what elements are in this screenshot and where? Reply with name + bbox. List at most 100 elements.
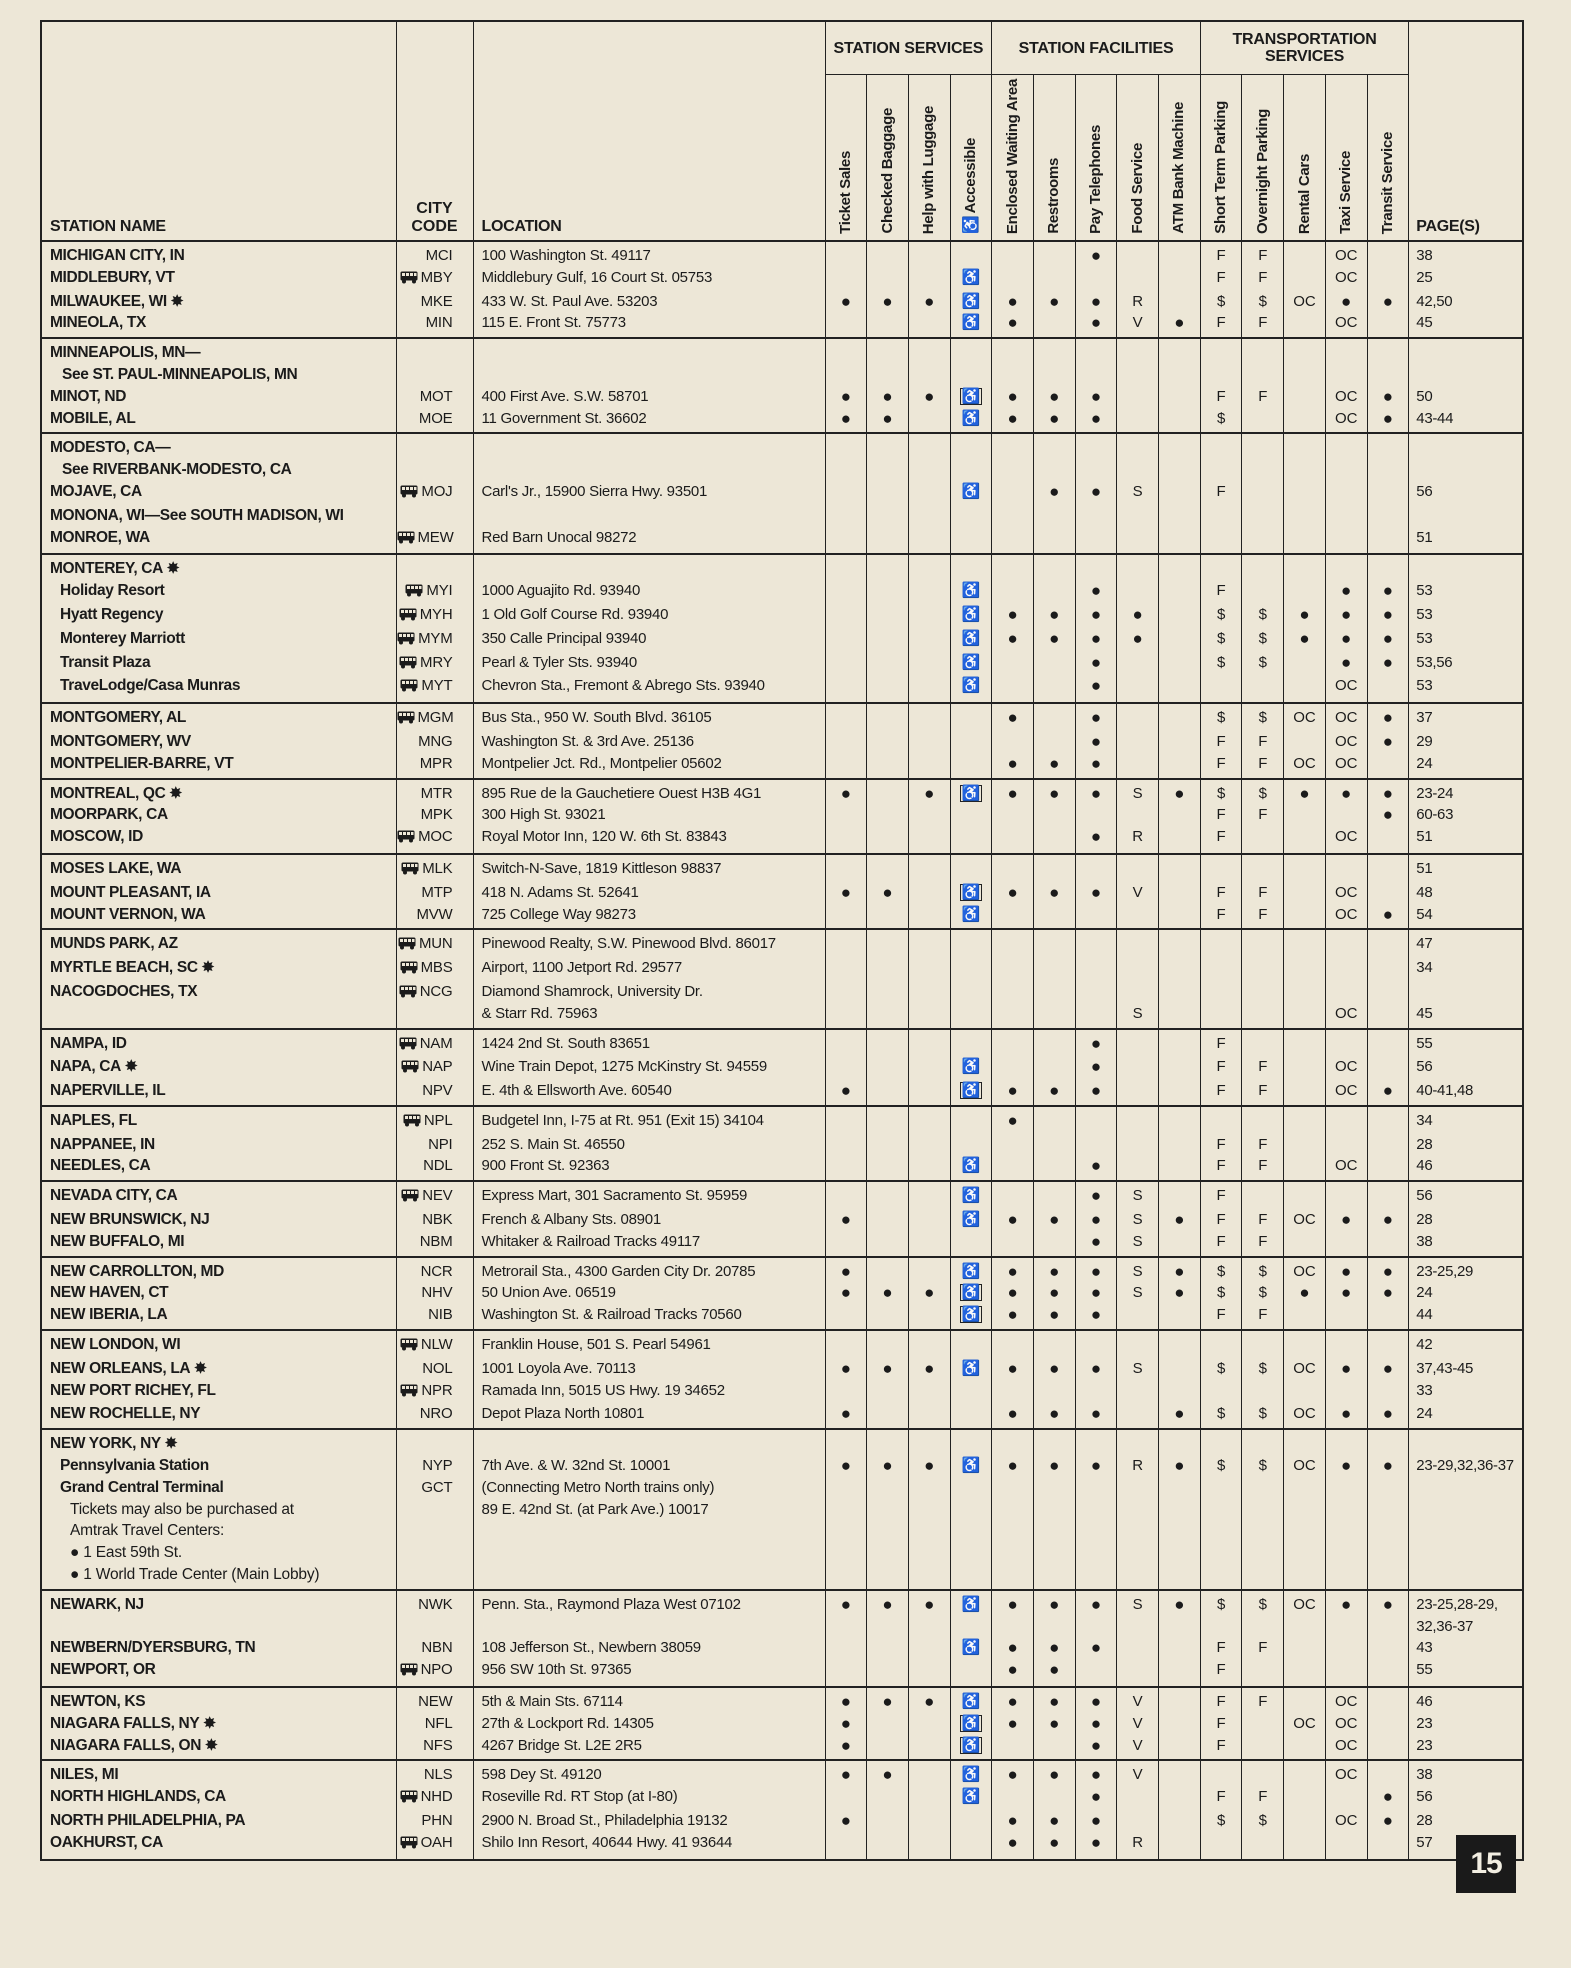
facility-cell: [1366, 1379, 1410, 1404]
bus-icon: [400, 1834, 418, 1856]
city-code: NLS: [423, 1766, 453, 1784]
pages-cell: 53,56: [1408, 651, 1524, 676]
facility-cell: [824, 526, 868, 555]
facility-cell: [1116, 651, 1160, 676]
facility-cell: [824, 1181, 868, 1210]
facility-code: F: [1258, 247, 1268, 264]
pages-cell: 56: [1408, 1786, 1524, 1810]
page-reference: 42,50: [1416, 292, 1453, 310]
station-name-text: NEW CARROLLTON, MD: [50, 1262, 224, 1280]
station-group: NEVADA CITY, CA NEV Express Mart, 301 Sacr…: [40, 1181, 1524, 1257]
facility-code: F: [1258, 1157, 1268, 1175]
page-reference: 56: [1416, 1187, 1433, 1205]
facility-cell: OC: [1324, 266, 1368, 291]
facility-cell: [1324, 1330, 1368, 1358]
header-column-overnight-parking: Overnight Parking: [1241, 74, 1285, 242]
city-code: NBK: [422, 1211, 453, 1229]
facility-code: F: [1216, 387, 1226, 405]
facility-cell: F: [1241, 1133, 1285, 1156]
station-name-cell: NEW IBERIA, LA: [40, 1304, 397, 1331]
facility-cell: [1116, 957, 1160, 981]
available-bullet-icon: ●: [1090, 604, 1102, 624]
facility-cell: ♿: [949, 580, 993, 604]
pages-cell: [1408, 338, 1524, 386]
facility-cell: ●: [866, 1687, 909, 1713]
location-cell: Middlebury Gulf, 16 Court St. 05753: [472, 266, 826, 291]
city-code: MPK: [420, 806, 453, 824]
city-code: MUN: [418, 935, 453, 953]
station-group: NEW CARROLLTON, MD NCR Metrorail Sta., 430…: [40, 1256, 1524, 1331]
facility-code: OC: [1334, 1766, 1358, 1784]
city-code: MNG: [418, 732, 453, 750]
facility-cell: [1241, 853, 1285, 882]
facility-cell: [907, 526, 951, 555]
facility-cell: [1116, 929, 1160, 958]
available-bullet-icon: ●: [1049, 1660, 1060, 1680]
facility-cell: [1241, 1181, 1285, 1210]
facility-cell: [907, 651, 951, 676]
facility-code: OC: [1334, 1058, 1358, 1076]
city-code: NPV: [422, 1082, 453, 1100]
facility-code: F: [1216, 905, 1226, 923]
facility-cell: [1324, 929, 1368, 958]
facility-cell: [907, 675, 951, 704]
facility-cell: [1116, 1304, 1160, 1331]
station-name-cell: NEWBERN/DYERSBURG, TN: [40, 1637, 397, 1660]
facility-cell: ♿: [949, 603, 993, 628]
header-city-code: CITY CODE: [395, 20, 474, 242]
facility-cell: [1116, 433, 1160, 481]
table-row: NEW IBERIA, LA NIB Washington St. & Railro…: [40, 1304, 1524, 1331]
facility-cell: [1032, 675, 1076, 704]
station-name-text: NEVADA CITY, CA: [50, 1187, 178, 1205]
facility-cell: [1324, 1429, 1368, 1456]
facility-cell: [1283, 580, 1326, 604]
available-bullet-icon: ●: [1049, 291, 1060, 311]
facility-cell: [1324, 804, 1368, 827]
facility-code: $: [1258, 1359, 1267, 1377]
facility-code: $: [1216, 605, 1226, 623]
facility-cell: [1158, 929, 1201, 958]
facility-cell: [1283, 675, 1326, 704]
facility-cell: [866, 504, 909, 527]
available-bullet-icon: ●: [840, 1210, 851, 1230]
station-name-cell: MONROE, WA: [40, 526, 397, 555]
location-line: Budgetel Inn, I-75 at Rt. 951 (Exit 15) …: [481, 1111, 765, 1129]
location-cell: 400 First Ave. S.W. 58701: [472, 385, 826, 408]
facility-cell: [1366, 881, 1410, 904]
facility-code: $: [1216, 653, 1226, 671]
station-name: MINEOLA, TX: [50, 312, 395, 334]
facility-cell: [1283, 881, 1326, 904]
available-bullet-icon: ●: [1007, 1594, 1018, 1614]
facility-cell: ●: [991, 752, 1034, 779]
facility-cell: [1032, 433, 1076, 481]
facility-cell: [907, 1476, 951, 1590]
wheelchair-boxed-icon: ♿: [959, 1306, 983, 1324]
facility-cell: ●: [1032, 881, 1076, 904]
facility-cell: [1241, 1105, 1285, 1134]
facility-cell: ●: [1074, 1230, 1118, 1257]
facility-cell: ♿: [949, 1760, 993, 1787]
station-name-cell: MOBILE, AL: [40, 407, 397, 434]
page-reference: 23-24: [1416, 784, 1454, 802]
facility-cell: ♿: [949, 1155, 993, 1182]
station-name: NORTH PHILADELPHIA, PA: [50, 1810, 395, 1832]
facility-cell: $: [1199, 1403, 1243, 1430]
wheelchair-icon: ♿: [961, 314, 981, 332]
facility-cell: $: [1199, 290, 1243, 313]
sub-station-name: TraveLodge/Casa Munras: [60, 677, 241, 695]
available-bullet-icon: ●: [1007, 882, 1018, 902]
facility-cell: S: [1116, 480, 1160, 505]
available-bullet-icon: ●: [1090, 1057, 1102, 1077]
facility-cell: [907, 1028, 951, 1057]
city-code-cell: PHN: [395, 1810, 474, 1832]
facility-cell: [1366, 1476, 1410, 1590]
facility-cell: ●: [1366, 778, 1410, 805]
facility-cell: [1366, 1831, 1410, 1860]
location-line: Shilo Inn Resort, 40644 Hwy. 41 93644: [481, 1833, 733, 1851]
facility-cell: $: [1241, 1403, 1285, 1430]
station-name-text: MICHIGAN CITY, IN: [50, 247, 185, 264]
city-code-cell: NEW: [395, 1687, 474, 1713]
header-column-short-term-parking: Short Term Parking: [1199, 74, 1243, 242]
page-reference: 24: [1416, 1405, 1433, 1423]
facility-cell: [1366, 1105, 1410, 1134]
